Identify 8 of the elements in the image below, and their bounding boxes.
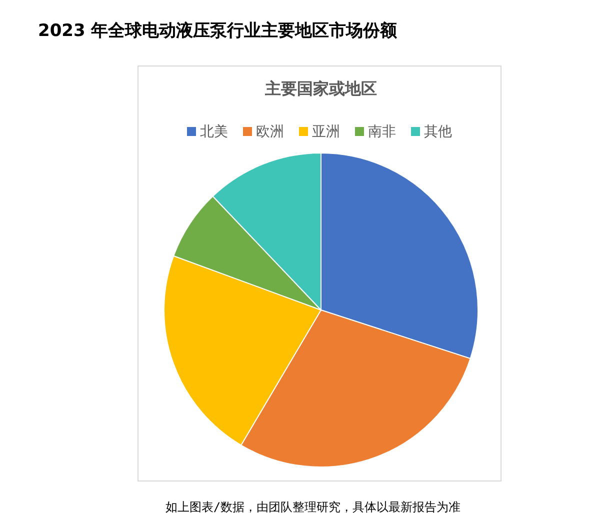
legend-label: 北美 <box>200 124 228 140</box>
legend-label: 欧洲 <box>256 124 284 140</box>
legend-label: 亚洲 <box>312 124 340 140</box>
text: 如上图表/数据，由团队整理研究，具体以最新报告为准 <box>165 500 461 513</box>
legend-label: 其他 <box>424 124 452 140</box>
legend-label: 南非 <box>368 124 396 140</box>
chart-title: 2023 年全球电动液压泵行业主要地区市场份额 <box>38 21 398 41</box>
chart-subtitle: 主要国家或地区 <box>264 79 377 98</box>
